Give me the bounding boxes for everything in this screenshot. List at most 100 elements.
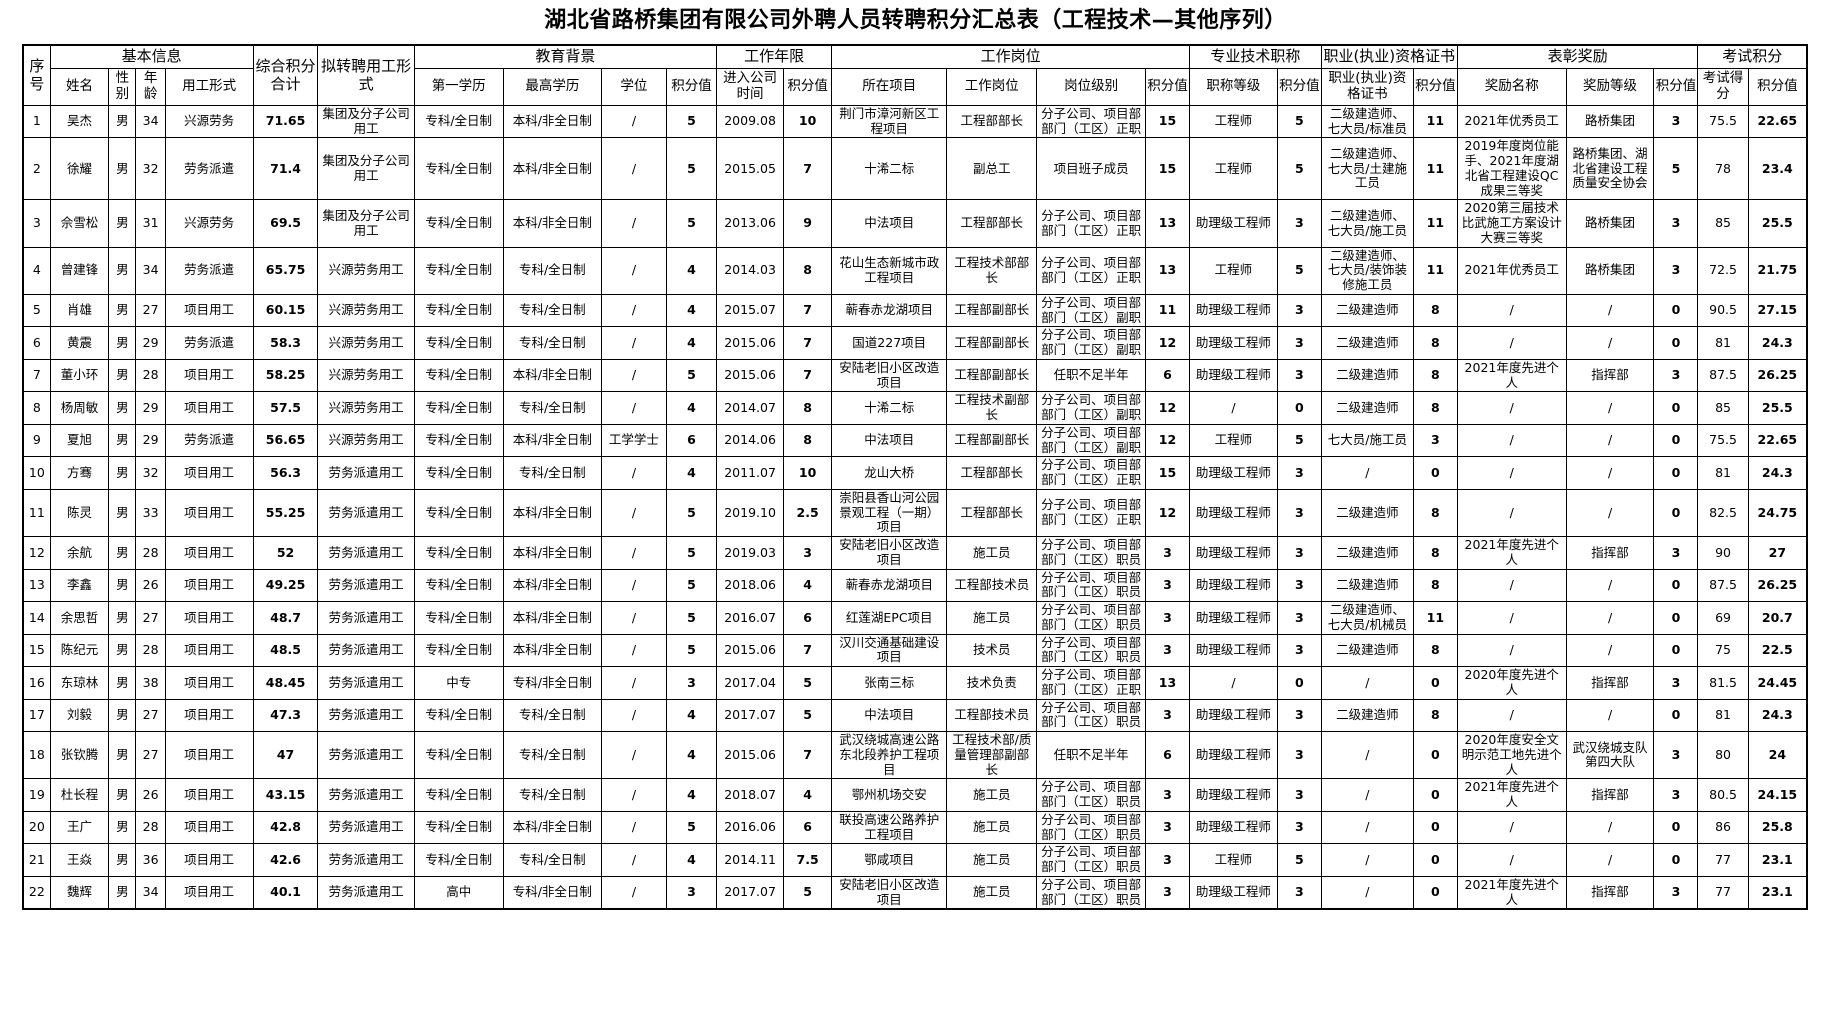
cell-points-award: 3 [1653, 246, 1699, 295]
cell-points-title: 3 [1276, 810, 1322, 845]
cell-points-cert: 0 [1412, 456, 1458, 490]
cell-sex: 男 [108, 488, 137, 538]
cell-award-grade: / [1565, 423, 1655, 458]
cell-points-years: 8 [783, 246, 833, 295]
header-project: 所在项目 [831, 68, 948, 106]
cell-employment-form: 项目用工 [164, 778, 254, 812]
cell-award-name: / [1456, 391, 1567, 425]
cell-total-score: 48.7 [252, 601, 319, 635]
table-row: 5 肖雄男 27 项目用工 60.15 兴源劳务用工 专科/全日制 专科/全日制/4 2015.… [22, 293, 1808, 328]
cell-employment-form: 劳务派遣 [164, 326, 254, 360]
cell-join-time: 2017.04 [716, 666, 785, 700]
header-group-work-years: 工作年限 [716, 44, 833, 70]
cell-edu-first: 专科/全日制 [413, 536, 504, 570]
cell-points-award: 0 [1653, 568, 1699, 603]
cell-name: 李鑫 [49, 568, 110, 603]
cell-points-cert: 8 [1412, 358, 1458, 393]
cell-post-level: 分子公司、项目部部门（工区）职员 [1036, 698, 1147, 733]
cell-award-name: / [1456, 488, 1567, 538]
cell-points-cert: 11 [1412, 104, 1458, 139]
cell-exam-score: 90 [1697, 536, 1749, 570]
cell-seq: 11 [22, 488, 51, 538]
cell-cert-name: / [1320, 810, 1414, 845]
cell-award-grade: 指挥部 [1565, 875, 1655, 910]
cell-edu-first: 专科/全日制 [413, 199, 504, 248]
cell-age: 34 [135, 246, 166, 295]
cell-exam-score: 77 [1697, 875, 1749, 910]
cell-edu-highest: 专科/全日制 [502, 326, 603, 360]
cell-post: 技术员 [946, 633, 1038, 668]
cell-age: 32 [135, 137, 166, 201]
cell-degree: / [601, 536, 667, 570]
table-row: 22 魏辉男 34 项目用工 40.1 劳务派遣用工 高中 专科/非全日制/3 2017.07 5… [22, 875, 1808, 910]
cell-points-cert: 8 [1412, 293, 1458, 328]
cell-sex: 男 [108, 810, 137, 845]
cell-total-score: 42.6 [252, 843, 319, 877]
cell-points-post: 3 [1145, 810, 1190, 845]
cell-exam-score: 81 [1697, 326, 1749, 360]
cell-cert-name: / [1320, 731, 1414, 780]
cell-award-grade: 路桥集团 [1565, 246, 1655, 295]
cell-edu-first: 专科/全日制 [413, 104, 504, 139]
cell-degree: / [601, 488, 667, 538]
cell-points-post: 3 [1145, 568, 1190, 603]
cell-project: 鄂州机场交安 [831, 778, 948, 812]
cell-employment-form: 劳务派遣 [164, 423, 254, 458]
cell-points-education: 4 [665, 293, 718, 328]
cell-total-score: 47 [252, 731, 319, 780]
cell-award-name: / [1456, 601, 1567, 635]
cell-points-award: 0 [1653, 810, 1699, 845]
cell-post-level: 分子公司、项目部部门（工区）正职 [1036, 199, 1147, 248]
cell-post: 施工员 [946, 810, 1038, 845]
cell-points-education: 4 [665, 326, 718, 360]
cell-join-time: 2018.07 [716, 778, 785, 812]
cell-award-name: / [1456, 568, 1567, 603]
cell-post-level: 分子公司、项目部部门（工区）职员 [1036, 875, 1147, 910]
cell-points-years: 5 [783, 698, 833, 733]
cell-points-post: 3 [1145, 633, 1190, 668]
cell-post-level: 项目班子成员 [1036, 137, 1147, 201]
cell-name: 刘毅 [49, 698, 110, 733]
cell-seq: 2 [22, 137, 51, 201]
cell-sex: 男 [108, 633, 137, 668]
cell-join-time: 2018.06 [716, 568, 785, 603]
cell-edu-highest: 本科/非全日制 [502, 633, 603, 668]
header-award-name: 奖励名称 [1456, 68, 1567, 106]
cell-points-title: 5 [1276, 104, 1322, 139]
cell-award-name: 2020年度先进个人 [1456, 666, 1567, 700]
cell-edu-highest: 专科/全日制 [502, 293, 603, 328]
cell-points-education: 5 [665, 601, 718, 635]
cell-post: 工程技术副部长 [946, 391, 1038, 425]
cell-join-time: 2014.06 [716, 423, 785, 458]
cell-age: 29 [135, 391, 166, 425]
cell-cert-name: 二级建造师 [1320, 633, 1414, 668]
cell-name: 魏辉 [49, 875, 110, 910]
header-edu-first: 第一学历 [413, 68, 504, 106]
cell-title-grade: 助理级工程师 [1188, 778, 1278, 812]
cell-post-level: 分子公司、项目部部门（工区）正职 [1036, 666, 1147, 700]
cell-plan-employment: 兴源劳务用工 [317, 358, 415, 393]
cell-join-time: 2019.10 [716, 488, 785, 538]
cell-sex: 男 [108, 137, 137, 201]
cell-project: 武汉绕城高速公路东北段养护工程项目 [831, 731, 948, 780]
cell-sex: 男 [108, 843, 137, 877]
cell-points-exam: 24.75 [1747, 488, 1808, 538]
table-row: 3 佘雪松男 31 兴源劳务 69.5 集团及分子公司用工 专科/全日制 本科/非全日制/5 2… [22, 199, 1808, 248]
cell-exam-score: 77 [1697, 843, 1749, 877]
cell-plan-employment: 劳务派遣用工 [317, 810, 415, 845]
cell-points-title: 5 [1276, 246, 1322, 295]
cell-points-title: 3 [1276, 568, 1322, 603]
cell-plan-employment: 劳务派遣用工 [317, 875, 415, 910]
cell-sex: 男 [108, 875, 137, 910]
cell-name: 东琼林 [49, 666, 110, 700]
cell-employment-form: 项目用工 [164, 488, 254, 538]
cell-exam-score: 85 [1697, 199, 1749, 248]
header-join-time: 进入公司时间 [716, 68, 785, 106]
cell-seq: 12 [22, 536, 51, 570]
cell-award-name: / [1456, 423, 1567, 458]
cell-edu-first: 专科/全日制 [413, 137, 504, 201]
cell-seq: 4 [22, 246, 51, 295]
cell-plan-employment: 劳务派遣用工 [317, 698, 415, 733]
cell-award-name: 2021年优秀员工 [1456, 104, 1567, 139]
cell-title-grade: 工程师 [1188, 843, 1278, 877]
